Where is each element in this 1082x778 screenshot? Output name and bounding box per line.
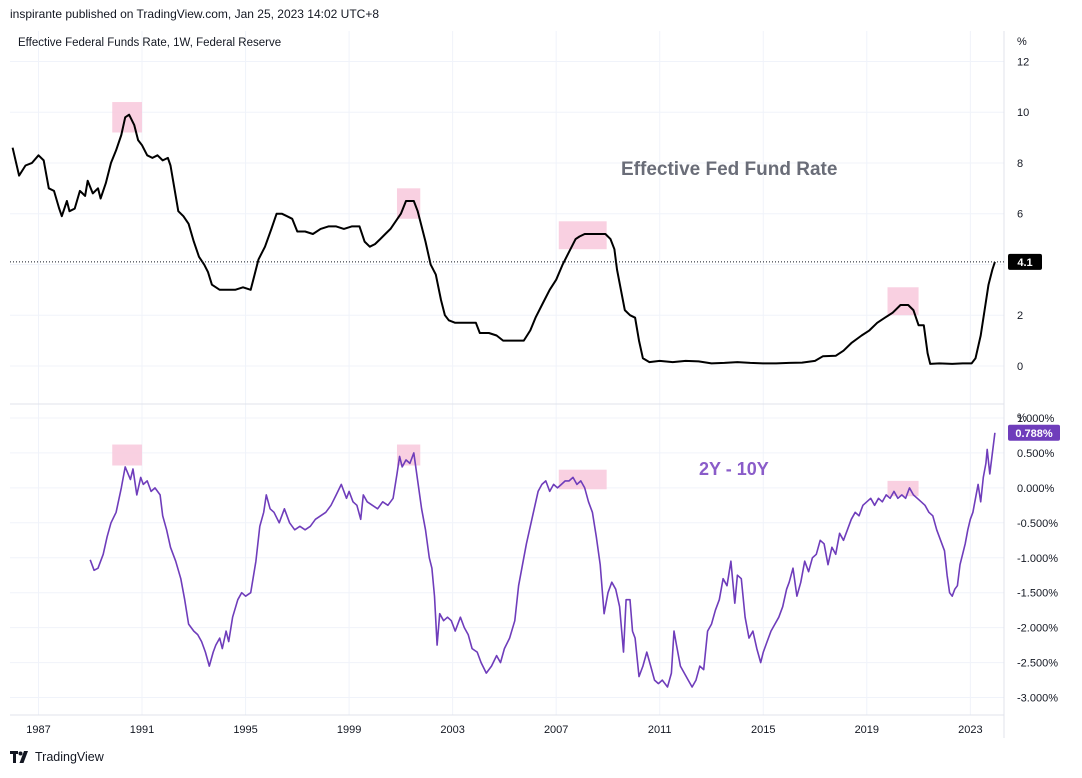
x-tick-label: 1991 [130,724,154,736]
y-tick-label: 0.500% [1017,448,1055,460]
x-tick-label: 2015 [751,724,775,736]
x-axis-ticks: 1987 1991 1995 1999 2003 2007 2011 2015 2019 2023 [26,724,982,736]
y-tick-label: 1.000% [1017,413,1055,425]
fed-rate-annotation: Effective Fed Fund Rate [621,159,837,180]
x-tick-label: 1999 [337,724,361,736]
highlight-layer [112,102,919,497]
y-tick-label: 6 [1017,209,1023,221]
x-tick-label: 2003 [440,724,464,736]
fed-rate-line[interactable] [11,113,996,365]
bottom-axis-unit: % [1017,412,1027,424]
y-tick-label: 8 [1017,158,1023,170]
top-axis-unit: % [1017,36,1027,48]
x-tick-label: 2011 [648,724,672,736]
tradingview-logo-icon [10,751,28,763]
y-tick-label: -0.500% [1017,518,1058,530]
x-tick-label: 1987 [26,724,50,736]
y-axis-ticks: 1210864201.000%0.500%0.000%-0.500%-1.000… [1017,56,1058,704]
y-tick-label: -3.000% [1017,693,1058,705]
y-tick-label: 10 [1017,107,1029,119]
series-layer [11,113,996,688]
x-tick-label: 2023 [958,724,982,736]
x-tick-label: 1995 [233,724,257,736]
peak-highlight [112,102,143,133]
top-pane-title: Effective Federal Funds Rate, 1W, Federa… [18,37,281,49]
spread-last-value-badge [1008,424,1060,441]
spread-line[interactable] [89,432,996,688]
y-tick-label: -2.500% [1017,658,1058,670]
pane-top[interactable] [10,31,1004,404]
spread-last-value-label: 0.788% [1015,428,1053,440]
y-tick-label: 0 [1017,361,1023,373]
footer-logo[interactable]: TradingView [10,750,104,764]
grid-layer [10,31,1004,715]
x-tick-label: 2019 [855,724,879,736]
fed-last-value-label: 4.1 [1017,257,1032,269]
peak-highlight [112,444,143,466]
x-tick-label: 2007 [544,724,568,736]
pane-bottom[interactable] [10,404,1004,715]
y-tick-label: -1.500% [1017,588,1058,600]
y-tick-label: -1.000% [1017,553,1058,565]
brand-name: TradingView [35,750,104,764]
y-tick-label: 0.000% [1017,483,1055,495]
y-tick-label: 2 [1017,310,1023,322]
spread-annotation: 2Y - 10Y [699,459,769,479]
y-tick-label: 12 [1017,56,1029,68]
y-tick-label: -2.000% [1017,623,1058,635]
publish-credit: inspirante published on TradingView.com,… [10,7,380,21]
peak-highlight [558,469,607,490]
fed-last-value-badge [1008,253,1042,270]
